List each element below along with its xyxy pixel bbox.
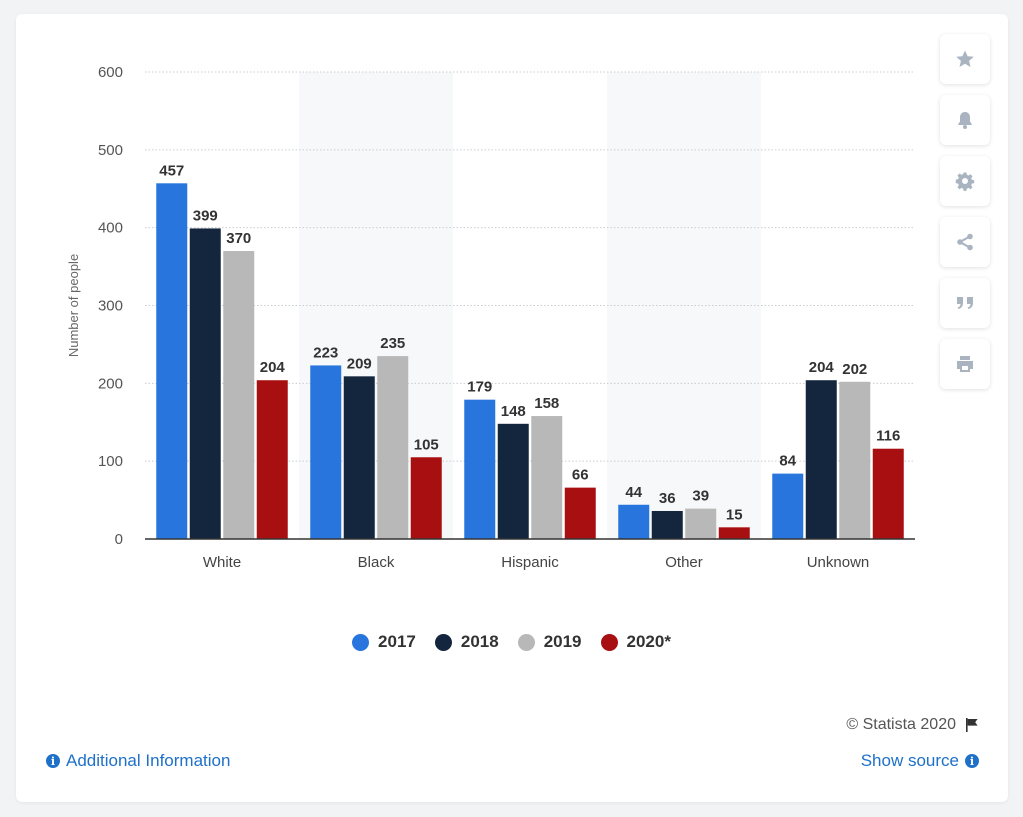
x-tick-label: Other	[665, 554, 703, 571]
x-tick-label: White	[203, 554, 241, 571]
data-label: 235	[380, 335, 405, 352]
y-tick-label: 600	[98, 64, 123, 81]
data-label: 44	[625, 484, 642, 501]
legend-label: 2020*	[626, 632, 671, 651]
y-axis-label: Number of people	[66, 254, 81, 357]
bell-icon	[958, 112, 972, 129]
legend-label: 2018	[460, 632, 499, 651]
bar	[223, 251, 255, 539]
print-button[interactable]	[940, 339, 990, 389]
bar	[718, 527, 750, 539]
y-tick-label: 100	[98, 453, 123, 470]
legend-label: 2017	[378, 632, 416, 651]
statista-credit: © Statista 2020	[846, 716, 980, 734]
notification-button[interactable]	[940, 95, 990, 145]
share-icon	[957, 233, 973, 251]
print-icon	[957, 356, 973, 372]
bar	[564, 487, 596, 539]
flag-icon[interactable]	[964, 717, 980, 733]
cite-button[interactable]	[940, 278, 990, 328]
data-label: 15	[726, 506, 743, 523]
y-tick-label: 500	[98, 142, 123, 159]
legend-swatch	[352, 633, 370, 651]
show-source-link[interactable]: Show source i	[861, 751, 979, 771]
data-label: 370	[226, 230, 251, 247]
additional-information-label: Additional Information	[66, 751, 231, 770]
legend-item[interactable]: 2020*	[600, 632, 671, 652]
quote-icon	[957, 297, 973, 309]
share-button[interactable]	[940, 217, 990, 267]
info-icon: i	[46, 754, 60, 768]
data-label: 158	[534, 395, 559, 412]
data-label: 204	[260, 359, 286, 376]
data-label: 223	[313, 344, 338, 361]
legend-label: 2019	[543, 632, 582, 651]
bar	[651, 510, 683, 539]
data-label: 116	[876, 428, 900, 445]
legend-swatch	[517, 633, 535, 651]
y-tick-label: 300	[98, 298, 123, 315]
star-icon	[956, 50, 974, 67]
x-tick-label: Unknown	[807, 554, 870, 571]
data-label: 36	[659, 490, 676, 507]
y-tick-label: 0	[115, 531, 123, 548]
bar	[464, 399, 496, 539]
data-label: 179	[467, 379, 492, 396]
bar	[377, 356, 409, 539]
bar	[531, 416, 563, 539]
legend-swatch	[600, 633, 618, 651]
bar-chart: 0 100 200 300 400 500 600 Number of people 457 39…	[66, 64, 915, 571]
data-label: 66	[572, 467, 589, 484]
chart-legend: 2017 2018 2019 2020*	[0, 632, 1023, 652]
bar	[189, 228, 221, 539]
data-label: 105	[414, 436, 439, 453]
credit-text: © Statista 2020	[846, 716, 956, 733]
bar	[805, 380, 837, 539]
bar	[618, 504, 650, 539]
bar	[772, 473, 804, 539]
settings-button[interactable]	[940, 156, 990, 206]
gear-icon	[955, 172, 975, 191]
data-label: 84	[779, 453, 796, 470]
bar	[872, 448, 904, 539]
bar	[156, 183, 188, 539]
x-tick-label: Black	[358, 554, 395, 571]
data-label: 204	[809, 359, 835, 376]
x-tick-label: Hispanic	[501, 554, 559, 571]
legend-swatch	[434, 633, 452, 651]
bar	[256, 380, 288, 539]
data-label: 399	[193, 207, 218, 224]
data-label: 202	[842, 361, 867, 378]
bar	[839, 381, 871, 539]
additional-information-link[interactable]: i Additional Information	[46, 751, 230, 771]
bar	[343, 376, 375, 539]
favorite-button[interactable]	[940, 34, 990, 84]
y-tick-label: 200	[98, 375, 123, 392]
info-icon: i	[965, 754, 979, 768]
data-label: 457	[159, 162, 184, 179]
legend-item[interactable]: 2019	[517, 632, 582, 652]
bar	[685, 508, 717, 539]
bar	[497, 423, 529, 539]
show-source-label: Show source	[860, 751, 959, 770]
legend-item[interactable]: 2017	[352, 632, 416, 652]
data-label: 148	[501, 403, 526, 420]
bar	[410, 457, 442, 539]
y-tick-label: 400	[98, 220, 123, 237]
data-label: 39	[692, 488, 709, 505]
data-label: 209	[347, 355, 372, 372]
bar	[310, 365, 342, 539]
legend-item[interactable]: 2018	[434, 632, 499, 652]
